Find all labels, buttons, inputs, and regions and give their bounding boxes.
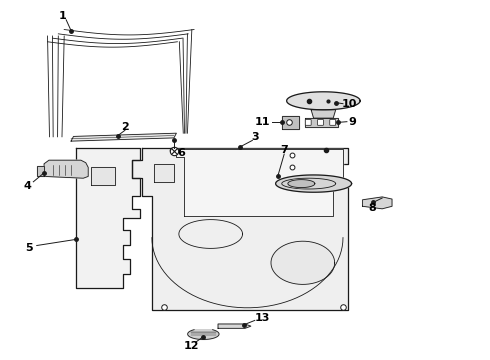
Text: 4: 4 [24,181,32,191]
Polygon shape [282,116,299,129]
Text: 2: 2 [121,122,129,132]
Text: 3: 3 [251,132,259,142]
Text: 12: 12 [183,341,199,351]
Polygon shape [71,133,176,141]
Polygon shape [271,241,335,284]
Text: 10: 10 [342,99,357,109]
Text: 1: 1 [59,11,67,21]
Text: 6: 6 [177,148,185,158]
Text: 9: 9 [349,117,357,127]
Polygon shape [276,175,352,192]
Polygon shape [305,118,338,127]
Text: 5: 5 [25,243,33,253]
FancyBboxPatch shape [330,120,336,125]
Polygon shape [363,197,392,209]
Polygon shape [37,166,44,176]
Text: 8: 8 [368,203,376,213]
Polygon shape [176,149,343,216]
Text: 7: 7 [280,145,288,156]
Text: 11: 11 [254,117,270,127]
Polygon shape [132,148,348,310]
Polygon shape [44,160,88,178]
Polygon shape [188,330,219,339]
Polygon shape [76,148,140,288]
FancyBboxPatch shape [318,120,323,125]
Polygon shape [91,167,115,185]
Polygon shape [288,180,315,188]
Polygon shape [218,324,251,328]
Polygon shape [311,110,336,118]
FancyBboxPatch shape [305,120,311,125]
Polygon shape [154,164,174,182]
Text: 13: 13 [254,313,270,323]
Polygon shape [287,92,360,110]
